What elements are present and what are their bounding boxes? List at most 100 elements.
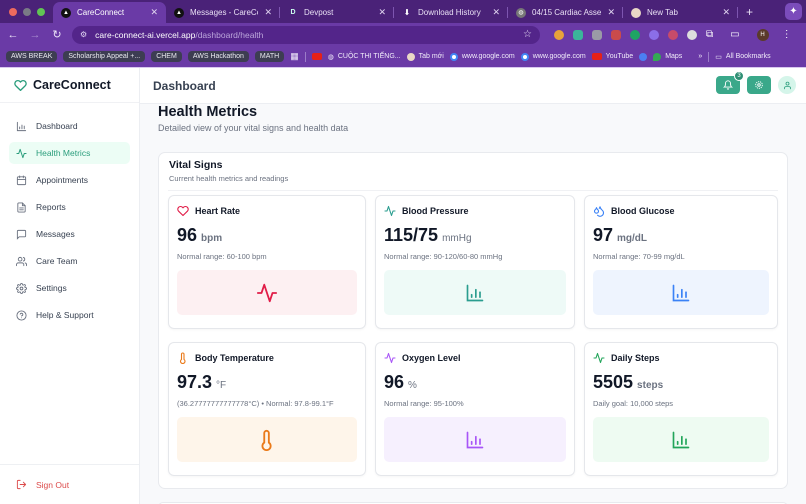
forward-icon[interactable]: → xyxy=(29,28,41,41)
close-tab-icon[interactable]: ✕ xyxy=(492,7,500,17)
app-root: CareConnect Dashboard Health Metrics App… xyxy=(0,68,806,504)
devpost-icon: D xyxy=(290,9,296,16)
extension-icon[interactable] xyxy=(649,29,659,40)
vercel-icon: ▲ xyxy=(174,7,184,18)
bookmark-aws-break[interactable]: AWS BREAK xyxy=(6,51,58,62)
bookmark-star-icon[interactable]: ☆ xyxy=(523,29,532,40)
bookmark-google-1[interactable]: www.google.com xyxy=(449,52,515,61)
globe-icon: ◍ xyxy=(327,53,334,61)
maximize-window-button[interactable] xyxy=(37,8,45,16)
extension-icon[interactable] xyxy=(554,29,564,40)
close-tab-icon[interactable]: ✕ xyxy=(607,7,615,17)
sidebar-item-health-metrics[interactable]: Health Metrics xyxy=(9,142,130,164)
avatar-icon xyxy=(631,7,641,18)
extension-icon[interactable] xyxy=(687,29,697,40)
close-window-button[interactable] xyxy=(9,8,17,16)
metric-value: 96 xyxy=(384,372,405,392)
blood-glucose-card[interactable]: Blood Glucose 97 mg/dL Normal range: 70-9… xyxy=(584,195,778,329)
user-icon xyxy=(783,81,791,89)
tab-download-history[interactable]: ⬇ Download History ✕ xyxy=(394,2,508,23)
bookmark-maps[interactable]: Maps xyxy=(653,52,682,61)
profile-avatar[interactable]: H xyxy=(756,28,769,41)
grammarly-icon[interactable] xyxy=(630,29,640,40)
metric-name: Heart Rate xyxy=(195,206,241,216)
sign-out-button[interactable]: Sign Out xyxy=(0,464,139,504)
gemini-icon[interactable]: ✦ xyxy=(785,3,802,20)
settings-button[interactable] xyxy=(747,76,771,94)
close-tab-icon[interactable]: ✕ xyxy=(264,7,272,17)
address-bar-row: ← → ↻ ⚙ care-connect-ai.vercel.app/dashb… xyxy=(0,23,806,46)
bookmark-scholarship-appeal[interactable]: Scholarship Appeal +... xyxy=(63,51,146,62)
bookmarks-overflow-button[interactable]: » xyxy=(698,53,703,60)
tab-strip: ▲ CareConnect ✕ ▲ Messages - CareConnect… xyxy=(0,0,806,23)
bookmarks-bar: AWS BREAK Scholarship Appeal +... CHEM A… xyxy=(0,46,806,68)
sidebar-item-appointments[interactable]: Appointments xyxy=(9,169,130,191)
reading-mode-icon[interactable]: ▭ xyxy=(730,29,740,40)
bookmark-math[interactable]: MATH xyxy=(254,51,285,62)
heart-rate-card[interactable]: Heart Rate 96 bpm Normal range: 60-100 bp… xyxy=(168,195,366,329)
brand[interactable]: CareConnect xyxy=(0,68,139,103)
flag-extension-icon[interactable] xyxy=(611,29,621,40)
page-content: Health Metrics Detailed view of your vit… xyxy=(140,104,806,489)
apps-grid-icon[interactable]: ▦ xyxy=(290,51,299,61)
bell-icon xyxy=(723,80,733,90)
sidebar-item-reports[interactable]: Reports xyxy=(9,196,130,218)
kebab-menu-icon[interactable]: ⋮ xyxy=(781,29,792,40)
blood-pressure-card[interactable]: Blood Pressure 115/75 mmHg Normal range: … xyxy=(375,195,575,329)
tab-messages[interactable]: ▲ Messages - CareConnect ✕ xyxy=(166,2,280,23)
bookmark-google-2[interactable]: www.google.com xyxy=(520,52,586,61)
sidebar-item-help-support[interactable]: Help & Support xyxy=(9,304,130,326)
bookmark-tab-moi[interactable]: Tab mới xyxy=(406,52,444,61)
minimize-window-button[interactable] xyxy=(23,8,31,16)
metric-value: 97.3 xyxy=(177,372,213,392)
extension-icon[interactable] xyxy=(668,29,678,40)
metric-visual xyxy=(593,270,769,315)
sidebar-item-messages[interactable]: Messages xyxy=(9,223,130,245)
puzzle-icon[interactable]: ⧉ xyxy=(706,29,714,40)
top-header: Dashboard xyxy=(140,68,806,104)
new-tab-button[interactable]: + xyxy=(746,5,754,19)
window-controls xyxy=(0,8,53,23)
tab-careconnect[interactable]: ▲ CareConnect ✕ xyxy=(53,2,166,23)
maps-pin-icon xyxy=(653,52,662,61)
oxygen-level-card[interactable]: Oxygen Level 96% Normal range: 95-100% xyxy=(375,342,575,476)
activity-icon xyxy=(593,352,605,364)
main-content: Dashboard 3 Health Metrics Detailed view… xyxy=(140,68,806,504)
site-settings-icon[interactable]: ⚙ xyxy=(80,30,88,39)
close-tab-icon[interactable]: ✕ xyxy=(722,7,730,17)
bookmark-youtube[interactable]: YouTube xyxy=(591,53,633,60)
sidebar-item-care-team[interactable]: Care Team xyxy=(9,250,130,272)
all-bookmarks-button[interactable]: ▭ All Bookmarks xyxy=(715,53,771,61)
user-avatar[interactable] xyxy=(778,76,796,94)
url-input[interactable]: ⚙ care-connect-ai.vercel.app/dashboard/h… xyxy=(72,25,540,44)
activity-icon xyxy=(256,283,278,302)
metric-visual xyxy=(384,270,566,315)
metric-name: Oxygen Level xyxy=(402,353,461,363)
bookmark-aws-hackathon[interactable]: AWS Hackathon xyxy=(187,51,249,62)
sidebar-item-settings[interactable]: Settings xyxy=(9,277,130,299)
tab-cardiac-assessment[interactable]: ◍ 04/15 Cardiac Assessment ✕ xyxy=(508,2,623,23)
bookmark-blue[interactable] xyxy=(639,52,648,61)
metric-name: Blood Pressure xyxy=(402,206,469,216)
heart-icon xyxy=(177,205,189,217)
notifications-button[interactable]: 3 xyxy=(716,71,744,94)
daily-steps-card[interactable]: Daily Steps 5505 steps Daily goal: 10,000… xyxy=(584,342,778,476)
tab-devpost[interactable]: D Devpost ✕ xyxy=(280,2,394,23)
sidebar-item-dashboard[interactable]: Dashboard xyxy=(9,115,130,137)
tab-new-tab[interactable]: New Tab ✕ xyxy=(623,2,738,23)
bookmark-cuoc-thi[interactable]: ◍ CUỘC THI TIẾNG... xyxy=(327,53,401,61)
body-temperature-card[interactable]: Body Temperature 97.3 °F (36.277777777777… xyxy=(168,342,366,476)
extension-icon[interactable] xyxy=(573,29,583,40)
bookmark-chem[interactable]: CHEM xyxy=(151,51,182,62)
metric-unit: % xyxy=(408,380,417,391)
back-icon[interactable]: ← xyxy=(7,28,19,41)
extension-icon[interactable] xyxy=(592,29,602,40)
metric-normal-range: Normal range: 95-100% xyxy=(384,399,464,408)
bookmark-youtube-icon-only[interactable] xyxy=(311,53,322,60)
vital-signs-title: Vital Signs xyxy=(169,159,223,171)
close-tab-icon[interactable]: ✕ xyxy=(150,7,158,17)
close-tab-icon[interactable]: ✕ xyxy=(378,7,386,17)
vital-signs-header: Vital Signs Current health metrics and r… xyxy=(168,153,778,191)
metric-visual xyxy=(384,417,566,462)
reload-icon[interactable]: ↻ xyxy=(52,29,62,41)
